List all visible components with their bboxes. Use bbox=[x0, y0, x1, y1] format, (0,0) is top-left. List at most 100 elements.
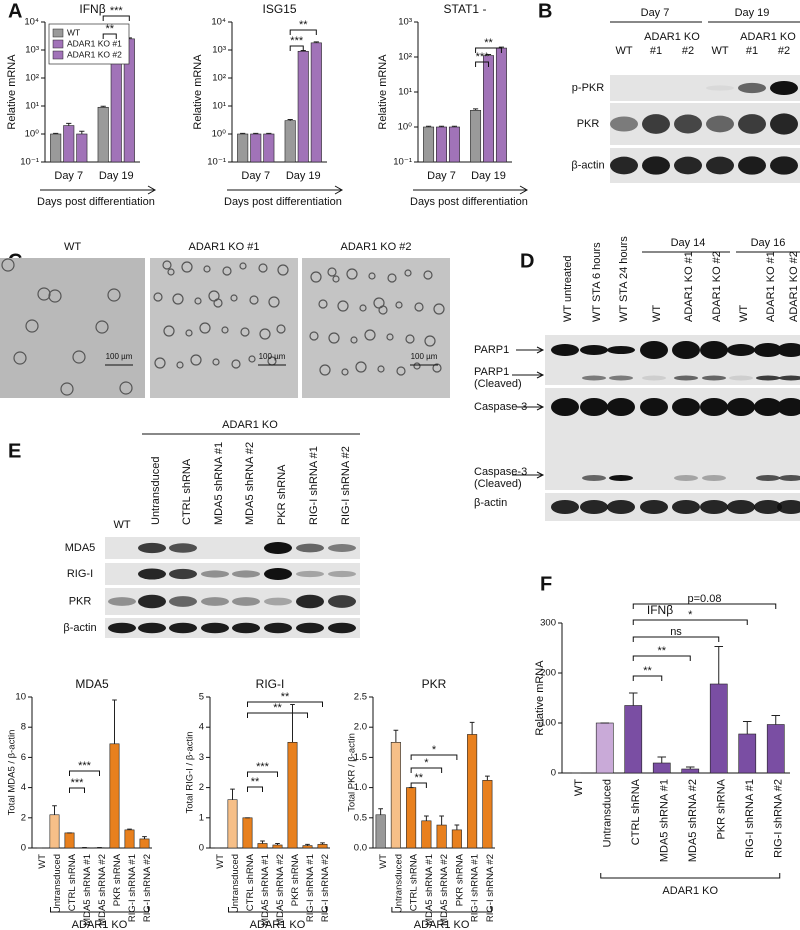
y-tick-label: 0 bbox=[551, 768, 556, 779]
blot-band bbox=[582, 375, 606, 381]
blot-band bbox=[296, 570, 324, 578]
bar bbox=[242, 817, 253, 849]
cell bbox=[332, 275, 340, 283]
significance-bracket bbox=[410, 754, 458, 760]
micrograph-label: ADAR1 KO #2 bbox=[341, 241, 412, 253]
cell bbox=[212, 358, 220, 366]
y-tick-label: 2 bbox=[21, 812, 26, 823]
cell bbox=[310, 271, 322, 283]
cell bbox=[377, 365, 385, 373]
blot-band bbox=[642, 375, 666, 381]
cell bbox=[248, 355, 256, 363]
bar bbox=[124, 829, 135, 849]
blot-band bbox=[729, 375, 753, 381]
significance-bracket bbox=[247, 771, 278, 777]
bar bbox=[109, 743, 120, 849]
blot-band bbox=[702, 375, 726, 381]
error-bar bbox=[112, 699, 117, 744]
y-tick-label: 10² bbox=[398, 52, 412, 63]
cell bbox=[37, 287, 51, 301]
day-label: Day 19 bbox=[735, 7, 770, 19]
significance-bracket bbox=[289, 45, 304, 51]
error-bar bbox=[290, 704, 295, 743]
blot-band bbox=[640, 398, 668, 416]
y-tick-label: 1 bbox=[199, 812, 204, 823]
blot-background bbox=[105, 537, 360, 559]
significance-label: *** bbox=[290, 35, 304, 47]
error-bar bbox=[52, 805, 57, 815]
blot-background bbox=[105, 563, 360, 585]
day-label: Day 7 bbox=[641, 7, 670, 19]
blot-band bbox=[264, 542, 292, 554]
x-tick-label: Day 7 bbox=[427, 170, 456, 182]
blot-background bbox=[610, 75, 800, 101]
group-bracket bbox=[50, 907, 149, 913]
error-bar bbox=[657, 756, 667, 763]
blot-band bbox=[779, 375, 800, 381]
blot-band bbox=[264, 568, 292, 580]
cell bbox=[259, 328, 271, 340]
cell bbox=[222, 266, 232, 276]
lane-label: WT bbox=[113, 519, 130, 531]
y-tick-label: 5 bbox=[199, 692, 204, 703]
y-tick-label: 2.0 bbox=[354, 722, 367, 733]
panel-letter: F bbox=[540, 573, 552, 595]
blot-band bbox=[328, 544, 356, 552]
significance-label: *** bbox=[78, 760, 92, 772]
cell bbox=[95, 320, 109, 334]
group-label: ADAR1 KO bbox=[414, 919, 470, 930]
error-bar bbox=[438, 125, 445, 127]
blot-band bbox=[580, 345, 608, 355]
blot-band bbox=[642, 156, 670, 175]
lane-label: Untransduced bbox=[150, 457, 162, 526]
lane-label: MDA5 shRNA #1 bbox=[213, 442, 225, 525]
chart-title: PKR bbox=[422, 677, 447, 691]
cell bbox=[405, 334, 415, 344]
significance-bracket bbox=[102, 15, 130, 21]
cell bbox=[153, 292, 163, 302]
bar bbox=[406, 787, 417, 849]
error-bar bbox=[393, 729, 399, 743]
group-bracket bbox=[228, 907, 327, 913]
y-axis-label: Relative mRNA bbox=[534, 660, 546, 736]
x-tick-label: MDA5 shRNA #1 bbox=[424, 854, 435, 926]
blot-band bbox=[700, 341, 728, 359]
y-tick-label: 10¹ bbox=[25, 101, 39, 112]
blot-band bbox=[108, 597, 136, 606]
significance-label: ** bbox=[299, 19, 308, 31]
blot-band bbox=[738, 82, 766, 94]
cell bbox=[162, 260, 172, 270]
arrow bbox=[516, 346, 545, 354]
cell bbox=[231, 359, 241, 369]
blot-band bbox=[169, 596, 197, 607]
row-label: (Cleaved) bbox=[474, 478, 522, 490]
blot-band bbox=[201, 597, 229, 606]
significance-label: *** bbox=[256, 761, 270, 773]
significance-label: ** bbox=[105, 23, 114, 35]
panel-letter: E bbox=[8, 440, 21, 462]
bar bbox=[284, 120, 296, 163]
error-bar bbox=[53, 132, 59, 134]
y-tick-label: 100 bbox=[540, 718, 556, 729]
blot-band bbox=[738, 156, 766, 175]
x-tick-label: RIG-I shRNA #1 bbox=[127, 854, 138, 922]
y-tick-label: 10³ bbox=[398, 17, 412, 28]
cell bbox=[154, 357, 166, 369]
bar bbox=[237, 133, 249, 163]
blot-background bbox=[610, 148, 800, 183]
error-bar bbox=[685, 766, 695, 769]
bar bbox=[451, 829, 462, 849]
lane-label: MDA5 shRNA #2 bbox=[244, 442, 256, 525]
error-bar bbox=[142, 836, 147, 839]
cell bbox=[359, 304, 367, 312]
bar bbox=[110, 58, 122, 163]
error-bar bbox=[313, 41, 319, 43]
y-tick-label: 4 bbox=[21, 782, 26, 793]
bar bbox=[436, 126, 447, 163]
cell bbox=[277, 264, 289, 276]
row-label: Caspase-3 bbox=[474, 401, 527, 413]
x-tick-label: RIG-I shRNA #2 bbox=[485, 854, 496, 922]
x-tick-label: CTRL shRNA bbox=[67, 853, 78, 911]
bar bbox=[423, 126, 435, 163]
significance-bracket bbox=[632, 675, 663, 681]
